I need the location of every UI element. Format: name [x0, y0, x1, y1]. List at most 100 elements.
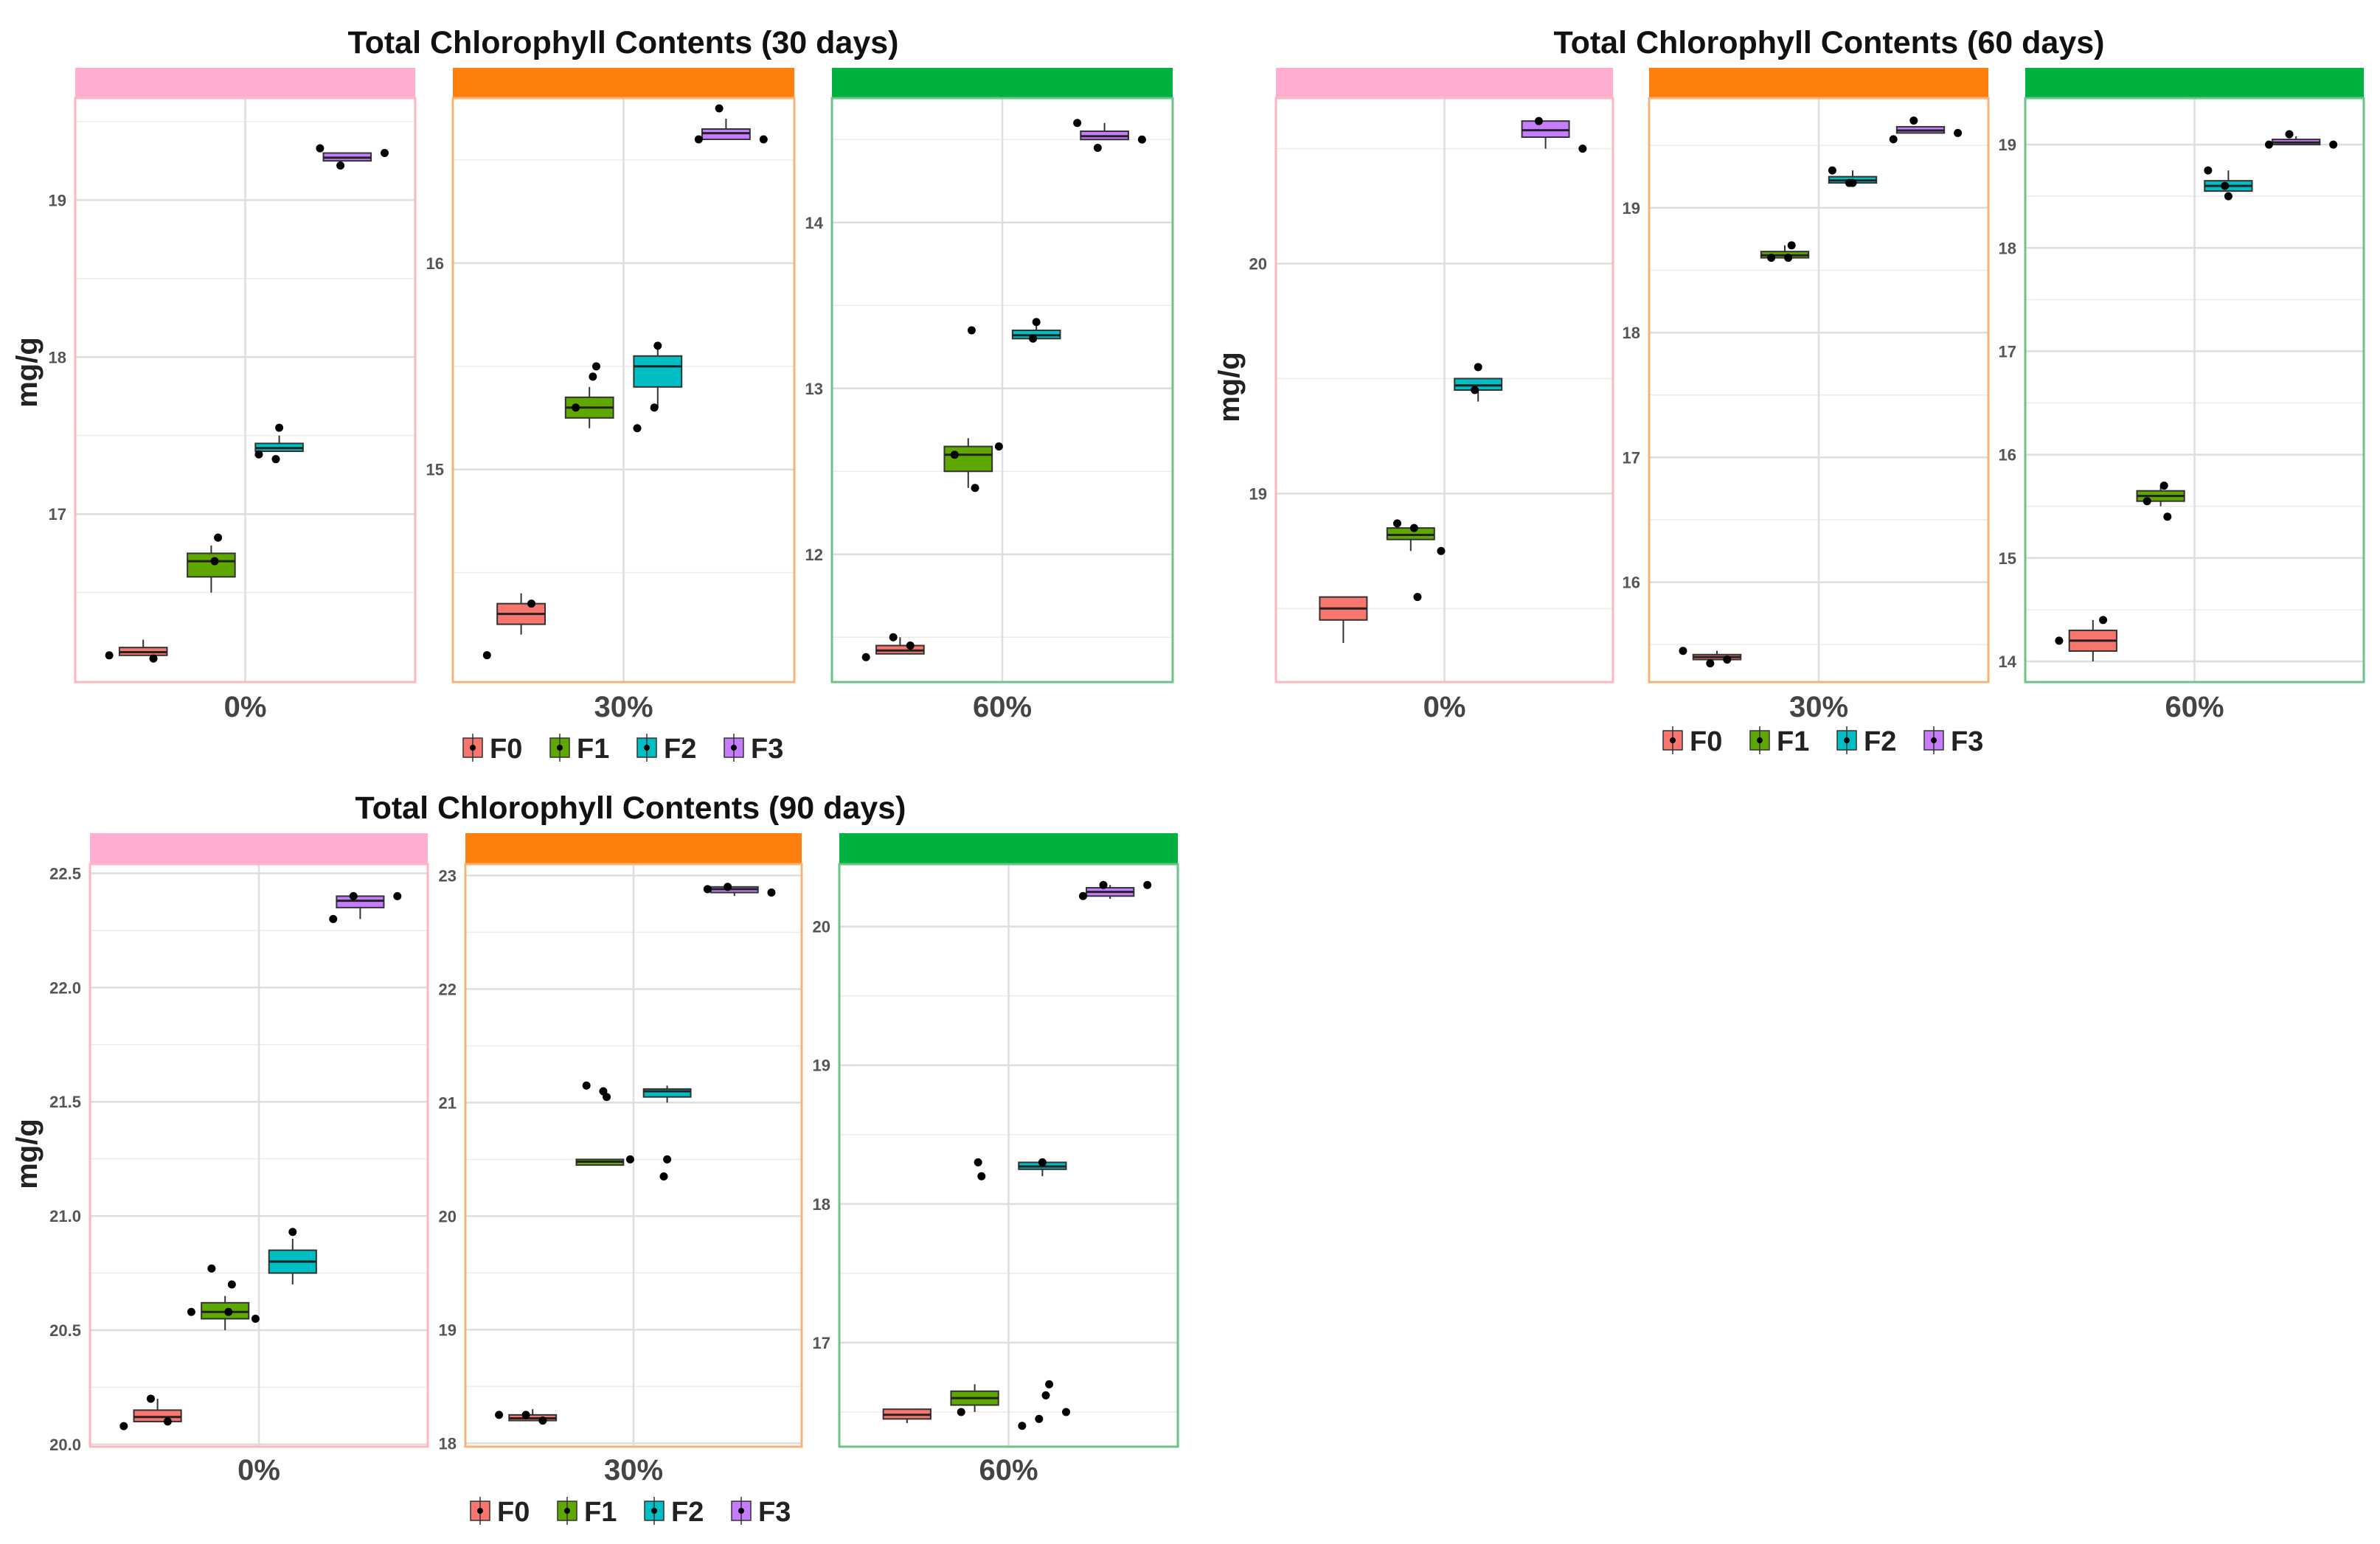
- box-F1: [564, 362, 614, 428]
- data-point: [694, 135, 703, 144]
- data-point: [349, 891, 358, 900]
- data-point: [1099, 880, 1108, 889]
- panel-border: [89, 863, 429, 1448]
- data-point: [2099, 616, 2108, 625]
- data-point: [1393, 519, 1402, 528]
- data-point: [119, 1422, 128, 1430]
- panel-border: [451, 97, 796, 684]
- chart-title-90-days: Total Chlorophyll Contents (90 days): [355, 790, 906, 826]
- box-F3: [1073, 119, 1146, 152]
- box-F3: [1078, 880, 1152, 900]
- legend-key-dot: [644, 745, 650, 751]
- box-F3: [703, 883, 776, 897]
- y-tick-label: 16: [426, 254, 444, 273]
- facet-30-panel: 16 17 18 19 30%: [1623, 68, 1990, 723]
- legend-key-dot: [651, 1508, 657, 1514]
- data-point: [288, 1228, 297, 1237]
- box-F0: [1679, 647, 1742, 668]
- data-point: [1029, 334, 1038, 343]
- data-point: [653, 341, 662, 350]
- data-point: [538, 1416, 547, 1425]
- panel-border: [2024, 97, 2365, 684]
- facet-0-panel: 17 18 19 0%: [49, 68, 417, 723]
- facet-strip-60: [839, 833, 1178, 864]
- facet-label-30: 30%: [594, 691, 653, 723]
- data-point: [715, 104, 724, 113]
- data-point: [1137, 135, 1146, 144]
- box-F2: [2204, 166, 2253, 201]
- data-point: [227, 1280, 236, 1289]
- y-tick-label: 18: [49, 348, 66, 366]
- y-tick-label: 20.5: [49, 1321, 81, 1340]
- data-point: [906, 641, 915, 650]
- y-tick-label: 19: [439, 1321, 457, 1339]
- data-point: [1078, 891, 1087, 900]
- panel-border: [838, 863, 1179, 1448]
- legend-key-dot: [738, 1508, 744, 1514]
- y-axis-label-90-days: mg/g: [11, 1119, 44, 1189]
- legend-item-F1: F1: [549, 734, 609, 765]
- plots-layer: 17 18 19 0% 15 16 30% 12 13 14 60% F0 F1 F2 F3 19 20 0% 16…: [49, 68, 2365, 1528]
- facet-label-60: 60%: [973, 691, 1032, 723]
- facet-label-0: 0%: [224, 691, 267, 723]
- y-tick-label: 17: [813, 1334, 830, 1352]
- data-point: [1041, 1391, 1050, 1399]
- legend-label-F3: F3: [751, 734, 783, 765]
- legend-item-F2: F2: [1836, 726, 1896, 757]
- data-point: [1578, 145, 1587, 153]
- box-F1: [575, 1081, 634, 1166]
- data-point: [146, 1394, 155, 1403]
- box-F2: [1454, 363, 1503, 402]
- data-point: [495, 1411, 504, 1419]
- y-tick-label: 16: [1623, 574, 1640, 592]
- data-point: [163, 1417, 172, 1426]
- data-point: [254, 450, 263, 459]
- box-F1: [2136, 481, 2185, 521]
- box-body: [633, 355, 683, 388]
- facet-60-panel: 17 18 19 20 60%: [813, 833, 1179, 1486]
- y-tick-label: 14: [805, 214, 824, 232]
- y-tick-label: 21.5: [49, 1093, 81, 1111]
- data-point: [1143, 880, 1152, 889]
- legend-key-dot: [1670, 737, 1676, 743]
- legend-key-dot: [470, 745, 476, 751]
- box-F3: [694, 104, 768, 144]
- facet-label-60: 60%: [979, 1454, 1038, 1486]
- facet-strip-0: [1276, 68, 1613, 98]
- y-tick-label: 20: [1249, 255, 1267, 274]
- data-point: [572, 403, 580, 412]
- data-point: [1954, 128, 1963, 137]
- legend: F0 F1 F2 F3: [1662, 726, 1983, 757]
- box-body: [943, 445, 993, 473]
- data-point: [1413, 593, 1422, 602]
- data-point: [1045, 1380, 1054, 1388]
- legend-label-F2: F2: [664, 734, 696, 765]
- facet-strip-30: [453, 68, 794, 98]
- y-tick-label: 20: [813, 918, 830, 936]
- legend-label-F0: F0: [1690, 726, 1722, 757]
- y-tick-label: 19: [813, 1057, 830, 1075]
- data-point: [724, 883, 732, 891]
- legend-item-F0: F0: [462, 734, 522, 765]
- facet-strip-30: [1649, 68, 1988, 98]
- box-F1: [1386, 519, 1446, 602]
- box-F2: [1828, 166, 1878, 187]
- legend: F0 F1 F2 F3: [462, 734, 783, 765]
- data-point: [663, 1155, 672, 1164]
- y-tick-label: 22: [439, 980, 457, 998]
- panel-border: [830, 97, 1174, 684]
- data-point: [957, 1408, 965, 1416]
- y-tick-label: 13: [805, 380, 823, 398]
- data-point: [950, 451, 959, 459]
- y-tick-label: 21: [439, 1093, 457, 1112]
- facet-label-0: 0%: [237, 1454, 280, 1486]
- data-point: [1787, 241, 1796, 250]
- data-point: [521, 1411, 530, 1419]
- data-point: [1784, 254, 1793, 262]
- chart-title-60-days: Total Chlorophyll Contents (60 days): [1554, 25, 2105, 60]
- y-tick-label: 22.0: [49, 978, 81, 997]
- data-point: [1062, 1408, 1071, 1416]
- data-point: [207, 1264, 216, 1273]
- data-point: [210, 557, 219, 566]
- data-point: [1845, 178, 1853, 187]
